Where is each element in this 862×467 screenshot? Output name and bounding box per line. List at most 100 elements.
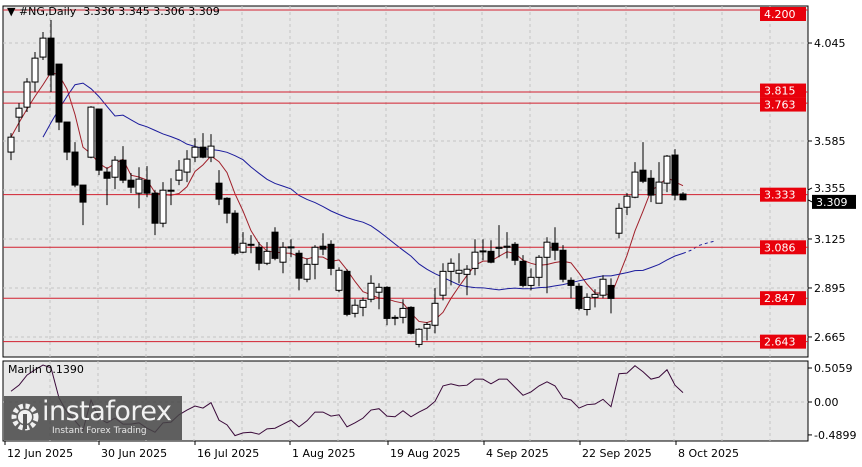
candle-bullish [631,171,639,198]
time-tick-label: 8 Oct 2025 [678,447,739,460]
candle-bullish [359,299,367,308]
candle-bullish [207,145,215,158]
level-label: 4.200 [764,8,796,21]
price-tick-label: 2.895 [814,282,846,295]
candle-bearish [679,193,687,201]
candle-bullish [23,81,31,108]
time-tick-label: 1 Aug 2025 [292,447,355,460]
candle-bullish [663,155,671,184]
candle-bullish [279,246,287,263]
level-badge [760,97,806,112]
candle-bearish [231,212,239,254]
candle-bullish [367,282,375,300]
candle-bullish [335,269,343,291]
level-label: 3.086 [764,241,796,254]
candle-bearish [143,179,151,194]
candle-bullish [263,250,271,264]
candle-bullish [415,328,423,345]
candle-bullish [431,302,439,326]
candle-bullish [111,159,119,178]
candle-bullish [39,37,47,58]
current-price-tick [807,199,813,203]
candle-bearish [391,316,399,319]
candle-bearish [55,63,63,123]
candle-bearish [343,270,351,315]
candle-bearish [383,286,391,319]
candle-bullish [479,250,487,253]
candle-bearish [575,285,583,309]
price-tick-label: 3.355 [814,182,846,195]
candle-bearish [559,249,567,280]
indicator-value: 0.1390 [45,363,84,376]
candles [7,20,687,348]
indicator-name: Marlin [8,363,42,376]
candle-bullish [423,323,431,329]
time-tick-label: 16 Jul 2025 [197,447,259,460]
candle-bullish [191,146,199,158]
time-tick-label: 4 Sep 2025 [486,447,549,460]
level-badge [760,240,806,255]
ohlc-values: 3.336 3.345 3.306 3.309 [83,5,220,18]
current-price-badge [812,194,856,209]
candle-bullish [183,158,191,173]
candle-bullish [159,189,167,224]
symbol-name: #NG,Daily [18,5,77,18]
candle-bearish [223,197,231,214]
candle-bullish [527,276,535,286]
level-badge [760,187,806,202]
price-tick-label: 3.125 [814,233,846,246]
level-badge [760,334,806,349]
candle-bearish [295,252,303,279]
candle-bearish [271,231,279,259]
candle-bearish [567,279,575,286]
candle-bullish [599,278,607,296]
symbol-header: ▼ #NG,Daily 3.336 3.345 3.306 3.309 [7,5,220,18]
logo-tagline: Instant Forex Trading [52,426,147,436]
candle-bullish [31,57,39,83]
level-badge [760,83,806,98]
oscillator-tick-label: 0.00 [814,396,839,409]
candle-bullish [247,243,255,246]
current-price-label: 3.309 [816,196,848,209]
candle-bullish [351,304,359,314]
triangle-down-icon[interactable]: ▼ [7,5,19,18]
candle-bullish [375,286,383,293]
candle-bullish [615,207,623,234]
main-pane [2,5,809,358]
candle-bullish [135,178,143,194]
candle-bullish [463,268,471,275]
price-tick [807,187,813,191]
level-label: 3.815 [764,85,796,98]
level-badge [760,7,806,21]
candle-bullish [583,296,591,310]
oscillator-tick-label: -0.4899 [814,429,856,442]
candle-bearish [407,306,415,334]
candle-bearish [487,250,495,263]
level-label: 3.333 [764,189,796,202]
candle-bullish [399,307,407,318]
candle-bullish [471,251,479,269]
candle-bearish [151,192,159,224]
level-label: 2.847 [764,292,796,305]
candle-bullish [495,246,503,249]
candle-bullish [87,106,95,158]
candle-bearish [199,146,207,158]
candle-bullish [303,263,311,280]
candle-bullish [439,270,447,296]
candle-bearish [511,243,519,261]
candle-bearish [119,159,127,181]
candle-bullish [311,246,319,265]
candle-bearish [79,184,87,203]
candle-bullish [15,107,23,118]
price-tick-label: 4.045 [814,37,846,50]
candle-bearish [255,246,263,264]
time-tick-label: 30 Jun 2025 [101,447,167,460]
time-tick-label: 22 Sep 2025 [582,447,652,460]
candle-bearish [47,37,55,76]
indicator-label: Marlin 0.1390 [8,363,84,376]
level-badge [760,291,806,306]
candle-bullish [287,246,295,249]
candle-bullish [535,256,543,278]
logo-brand: instaforex [42,396,172,427]
